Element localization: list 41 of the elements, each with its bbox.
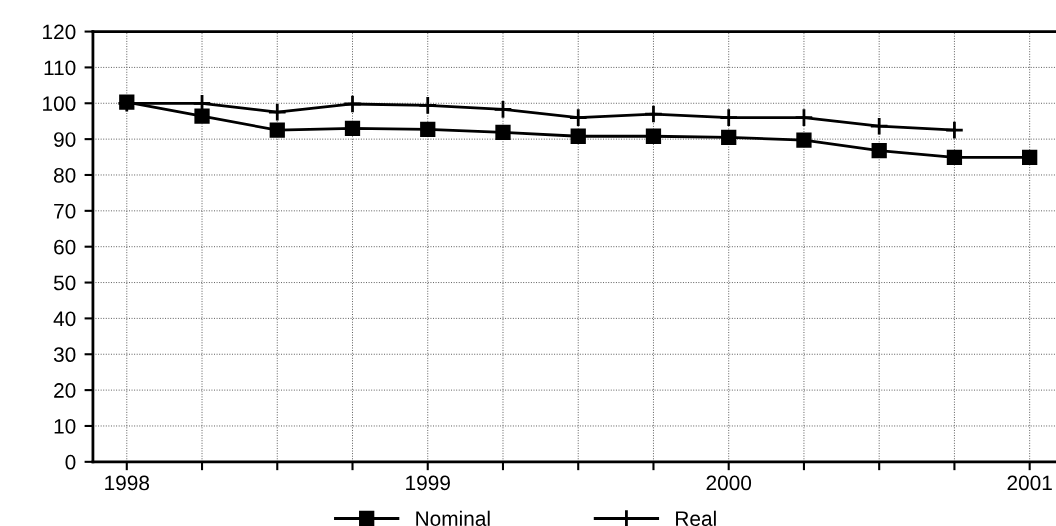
point <box>269 122 285 138</box>
y-tick-label: 60 <box>54 239 76 255</box>
point <box>794 107 814 128</box>
point <box>570 128 586 144</box>
point <box>869 116 889 136</box>
point <box>493 99 513 120</box>
y-tick-label: 40 <box>53 311 76 327</box>
y-tick-label: 0 <box>65 454 76 470</box>
point <box>418 95 438 116</box>
point <box>344 120 361 137</box>
point <box>718 107 739 128</box>
y-tick-label: 100 <box>43 96 76 112</box>
y-tick-label: 120 <box>43 24 76 40</box>
point <box>495 124 511 140</box>
point <box>342 94 363 114</box>
y-tick-label: 80 <box>54 167 76 183</box>
point <box>645 128 662 144</box>
y-tick-label: 20 <box>54 383 76 398</box>
y-tick-label: 10 <box>54 418 76 434</box>
point <box>643 104 664 124</box>
point <box>946 149 963 166</box>
x-tick-label: 2001 <box>1007 475 1052 491</box>
y-tick-label: 70 <box>54 203 76 219</box>
x-tick-label: 2000 <box>706 475 752 491</box>
point <box>194 108 210 124</box>
x-tick-label: 1998 <box>105 475 150 491</box>
x-tick-label: 1999 <box>406 475 450 491</box>
y-tick-label: 30 <box>53 347 76 363</box>
point <box>420 121 436 138</box>
y-tick-label: 90 <box>54 132 76 147</box>
legend-label: Nominal <box>416 510 490 526</box>
y-tick-label: 110 <box>44 60 76 76</box>
point <box>1022 149 1038 166</box>
point <box>267 102 287 122</box>
y-tick-label: 50 <box>53 275 76 291</box>
point <box>796 132 812 148</box>
point <box>721 129 737 145</box>
point <box>871 142 887 159</box>
point <box>568 107 588 128</box>
point <box>944 120 965 140</box>
legend-label: Real <box>676 510 716 526</box>
